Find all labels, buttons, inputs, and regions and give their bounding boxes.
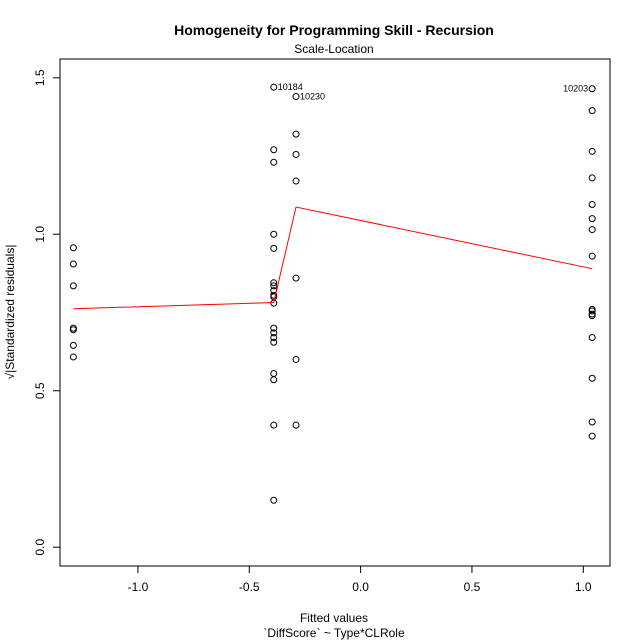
data-point <box>292 355 300 363</box>
data-point <box>270 230 278 238</box>
x-tick-label: -0.5 <box>239 580 260 594</box>
y-tick-label: 1.5 <box>33 69 47 86</box>
data-point <box>588 85 596 93</box>
data-point <box>69 282 77 290</box>
data-point <box>270 299 278 307</box>
data-point <box>588 374 596 382</box>
data-point <box>292 274 300 282</box>
data-point <box>588 312 596 320</box>
data-point <box>69 341 77 349</box>
data-point <box>270 496 278 504</box>
data-point <box>270 282 278 290</box>
y-tick-label: 1.0 <box>33 226 47 243</box>
data-point <box>270 421 278 429</box>
data-point <box>292 150 300 158</box>
data-point <box>270 376 278 384</box>
y-axis-label: √|Standardized residuals| <box>3 245 17 380</box>
data-point <box>270 370 278 378</box>
point-annotation-label: 10230 <box>300 92 325 102</box>
data-point <box>588 252 596 260</box>
x-axis-formula-label: `DiffScore` ~ Type*CLRole <box>263 626 405 640</box>
data-point <box>588 226 596 234</box>
data-point <box>588 307 596 315</box>
y-axis: 0.0 0.5 1.0 1.5 <box>33 69 61 556</box>
smooth-line-group <box>73 206 593 310</box>
data-point <box>588 147 596 155</box>
data-point <box>270 244 278 252</box>
data-point <box>588 418 596 426</box>
x-tick-label: -1.0 <box>128 580 149 594</box>
point-annotation-label: 10184 <box>278 82 303 92</box>
x-tick-label: 0.0 <box>352 580 369 594</box>
data-point <box>588 215 596 223</box>
data-point <box>588 432 596 440</box>
plot-frame <box>59 58 611 567</box>
chart-subtitle: Scale-Location <box>294 42 373 56</box>
data-point <box>588 107 596 115</box>
data-point <box>270 334 278 342</box>
data-point <box>292 93 300 101</box>
smooth-line <box>73 206 593 310</box>
x-axis: -1.0 -0.5 0.0 0.5 1.0 <box>128 565 592 594</box>
y-tick-label: 0.0 <box>33 539 47 556</box>
x-axis-label: Fitted values <box>300 611 368 625</box>
data-point <box>292 130 300 138</box>
data-point <box>588 174 596 182</box>
data-point <box>69 326 77 334</box>
x-tick-label: 0.5 <box>464 580 481 594</box>
data-point <box>270 83 278 91</box>
data-point <box>292 421 300 429</box>
data-point <box>292 177 300 185</box>
data-point <box>69 260 77 268</box>
chart-title: Homogeneity for Programming Skill - Recu… <box>174 22 494 38</box>
data-point <box>270 338 278 346</box>
data-point <box>270 146 278 154</box>
data-point <box>69 353 77 361</box>
data-point <box>270 329 278 337</box>
residual-points <box>69 83 596 504</box>
x-tick-label: 1.0 <box>575 580 592 594</box>
data-point <box>270 279 278 287</box>
data-point <box>588 201 596 209</box>
data-point <box>69 244 77 252</box>
data-point <box>270 324 278 332</box>
point-annotation-label: 10203 <box>563 84 588 94</box>
data-point <box>588 334 596 342</box>
data-point <box>270 158 278 166</box>
y-tick-label: 0.5 <box>33 382 47 399</box>
